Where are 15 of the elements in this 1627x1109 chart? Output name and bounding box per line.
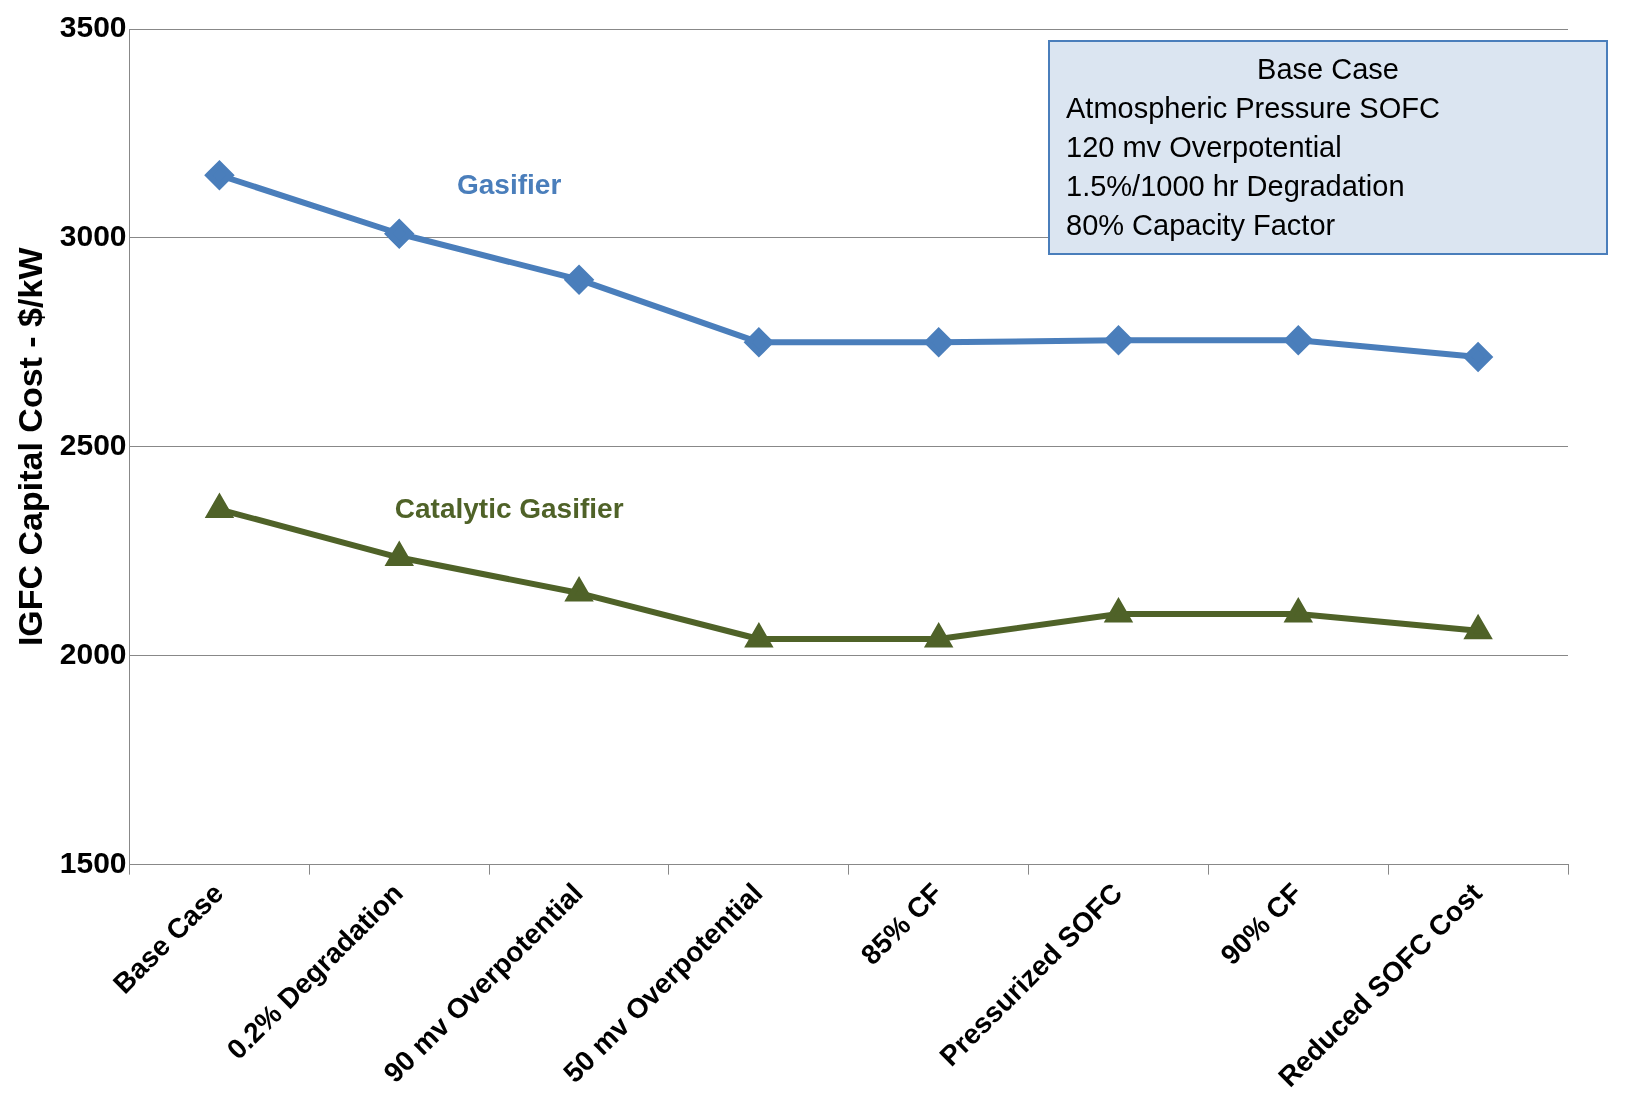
annotation: Base Case xyxy=(1256,52,1400,87)
annotation: 1.5%/1000 hr Degradation xyxy=(1066,169,1406,204)
series-label: Gasifier xyxy=(457,168,562,200)
y-tick-label: 3000 xyxy=(59,219,127,253)
y-tick-label: 2500 xyxy=(59,428,127,462)
annotation: Atmospheric Pressure SOFC xyxy=(1066,91,1441,126)
annotation: 120 mv Overpotential xyxy=(1066,130,1343,165)
y-tick-label: 2000 xyxy=(59,636,127,670)
x-tick-label: 85% CF xyxy=(854,877,949,971)
x-tick-label: 90% CF xyxy=(1214,877,1308,971)
y-tick-label: 1500 xyxy=(59,845,127,879)
series-label: Catalytic Gasifier xyxy=(394,492,624,524)
y-tick-label: 3500 xyxy=(59,10,127,44)
annotation: 80% Capacity Factor xyxy=(1066,208,1337,243)
y-axis-title: IGFC Capital Cost - $/kW xyxy=(10,246,49,647)
